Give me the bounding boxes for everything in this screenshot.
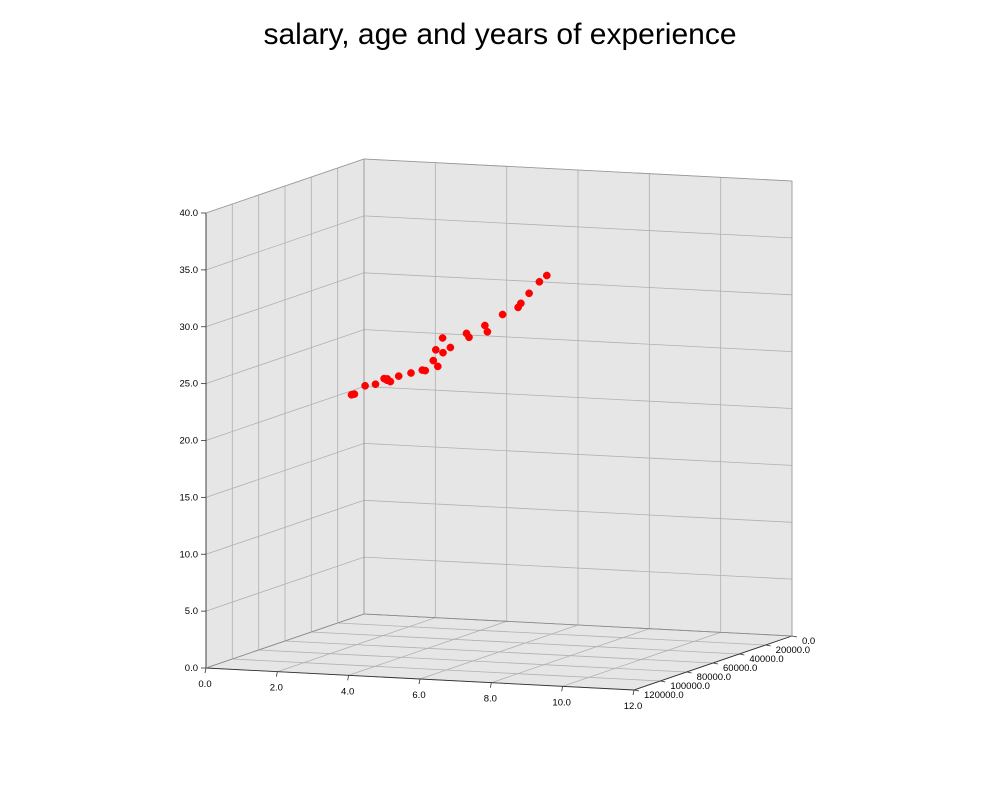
data-point bbox=[439, 348, 447, 357]
y-tick-label: 0.0 bbox=[802, 636, 815, 647]
y-tick-mark bbox=[739, 653, 745, 656]
y-tick-label: 100000.0 bbox=[670, 681, 710, 692]
z-tick-label: 30.0 bbox=[180, 322, 199, 333]
chart-title: salary, age and years of experience bbox=[263, 18, 737, 51]
z-tick-label: 10.0 bbox=[180, 549, 199, 560]
x-tick-label: 6.0 bbox=[412, 690, 425, 701]
z-tick-label: 25.0 bbox=[180, 379, 199, 390]
data-point bbox=[350, 390, 359, 398]
data-point bbox=[446, 343, 455, 352]
x-tick-mark bbox=[418, 678, 421, 685]
data-point bbox=[421, 366, 430, 375]
y-tick-label: 20000.0 bbox=[776, 645, 810, 656]
data-point bbox=[431, 345, 440, 354]
y-tick-label: 60000.0 bbox=[723, 663, 757, 674]
z-tick-label: 5.0 bbox=[185, 606, 198, 617]
x-tick-label: 12.0 bbox=[624, 701, 643, 712]
z-tick-label: 0.0 bbox=[185, 663, 198, 674]
y-tick-mark bbox=[686, 671, 692, 674]
data-point bbox=[542, 271, 551, 280]
data-point bbox=[361, 381, 369, 390]
data-point bbox=[525, 289, 533, 298]
tick-marks bbox=[201, 212, 798, 696]
axis-panes bbox=[206, 159, 792, 690]
z-tick-label: 15.0 bbox=[180, 492, 199, 503]
y-tick-mark bbox=[633, 689, 640, 692]
data-point bbox=[498, 310, 507, 319]
x-tick-mark bbox=[632, 689, 635, 696]
data-point bbox=[371, 380, 380, 389]
y-tick-mark bbox=[791, 635, 798, 638]
data-points bbox=[347, 271, 551, 399]
y-tick-label: 40000.0 bbox=[749, 654, 783, 665]
data-point bbox=[535, 277, 544, 286]
data-point bbox=[394, 372, 403, 380]
x-tick-mark bbox=[347, 675, 350, 681]
data-point bbox=[465, 333, 473, 342]
pane-edge-top bbox=[205, 158, 793, 636]
y-tick-label: 80000.0 bbox=[697, 672, 731, 683]
x-tick-label: 0.0 bbox=[198, 679, 211, 690]
x-tick-label: 4.0 bbox=[341, 686, 354, 697]
z-tick-label: 35.0 bbox=[180, 265, 199, 276]
x-tick-mark bbox=[561, 686, 564, 692]
data-point bbox=[386, 377, 395, 386]
data-point bbox=[483, 327, 492, 336]
x-tick-label: 10.0 bbox=[552, 697, 571, 708]
data-point bbox=[517, 299, 525, 308]
data-point bbox=[433, 362, 442, 371]
data-point bbox=[438, 334, 447, 342]
x-tick-mark bbox=[489, 682, 492, 688]
x-tick-label: 2.0 bbox=[270, 683, 283, 694]
x-tick-mark bbox=[204, 667, 207, 674]
z-tick-label: 20.0 bbox=[180, 436, 199, 447]
z-tick-label: 40.0 bbox=[180, 208, 199, 219]
tick-labels: 0.0 2.0 4.0 6.0 8.0 10.0 12.00.020000.040000.0… bbox=[180, 208, 816, 712]
y-tick-mark bbox=[765, 644, 771, 647]
x-tick-label: 8.0 bbox=[484, 694, 497, 705]
y-tick-label: 120000.0 bbox=[644, 690, 684, 701]
y-tick-mark bbox=[660, 680, 666, 683]
data-point bbox=[407, 369, 415, 377]
data-point bbox=[429, 356, 438, 365]
x-tick-mark bbox=[275, 671, 278, 677]
y-tick-mark bbox=[712, 662, 719, 665]
